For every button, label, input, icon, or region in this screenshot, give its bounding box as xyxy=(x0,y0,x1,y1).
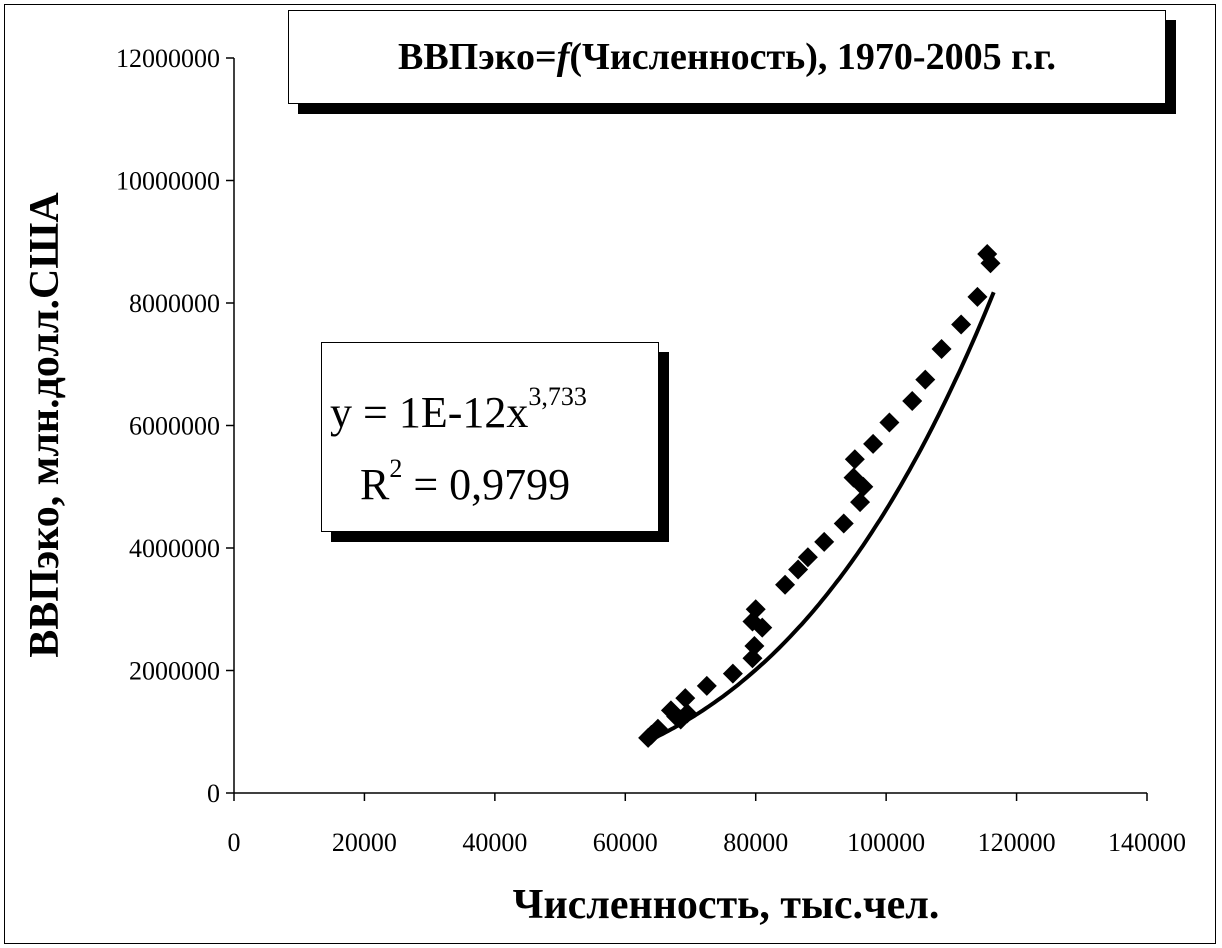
data-point xyxy=(775,574,796,595)
data-point xyxy=(722,663,743,684)
chart-title-box: ВВПэко=f(Численность), 1970-2005 г.г. xyxy=(288,10,1166,104)
data-point xyxy=(745,599,766,620)
data-point xyxy=(980,253,1001,274)
data-point xyxy=(833,513,854,534)
y-axis-title: ВВПэко, млн.долл.США xyxy=(22,192,68,658)
data-point xyxy=(696,675,717,696)
y-tick-label: 4000000 xyxy=(129,534,220,563)
data-point xyxy=(788,559,809,580)
data-point xyxy=(853,476,874,497)
y-tick-label: 10000000 xyxy=(116,167,220,196)
data-point xyxy=(797,547,818,568)
equation-box: y = 1E-12x3,733 R2 = 0,9799 xyxy=(321,342,659,532)
data-point xyxy=(675,688,696,709)
y-tick-label: 8000000 xyxy=(129,289,220,318)
data-point xyxy=(752,617,773,638)
data-point xyxy=(814,531,835,552)
x-tick-label: 120000 xyxy=(978,828,1056,857)
data-point xyxy=(879,412,900,433)
x-tick-label: 140000 xyxy=(1108,828,1186,857)
chart-frame xyxy=(4,4,1216,944)
x-tick-label: 0 xyxy=(228,828,241,857)
x-tick-label: 100000 xyxy=(847,828,925,857)
data-point xyxy=(677,703,698,724)
power-trendline xyxy=(644,291,996,745)
chart-title: ВВПэко=f(Численность), 1970-2005 г.г. xyxy=(397,36,1057,78)
data-points xyxy=(638,244,1001,748)
x-tick-label: 60000 xyxy=(593,828,658,857)
data-point xyxy=(744,636,765,656)
data-point xyxy=(850,492,871,513)
data-point xyxy=(951,314,972,335)
y-axis-ticks: 0 2000000 4000000 6000000 8000000 10000000 120… xyxy=(116,44,234,808)
data-point xyxy=(742,648,763,669)
data-point xyxy=(931,338,952,359)
y-tick-label: 6000000 xyxy=(129,412,220,441)
data-point xyxy=(967,286,988,307)
x-axis-title: Численность, тыс.чел. xyxy=(513,882,940,928)
x-axis-ticks: 0 20000 40000 60000 80000 100000 120000 140000 xyxy=(228,793,1186,857)
trendline-equation: y = 1E-12x3,733 xyxy=(330,382,587,437)
r-squared-label: R2 = 0,9799 xyxy=(360,454,571,509)
x-tick-label: 40000 xyxy=(462,828,527,857)
data-point xyxy=(647,718,668,739)
y-tick-label: 12000000 xyxy=(116,44,220,73)
data-point xyxy=(915,369,936,390)
data-point xyxy=(863,433,884,454)
y-tick-label: 0 xyxy=(207,779,220,808)
x-tick-label: 20000 xyxy=(332,828,397,857)
x-tick-label: 80000 xyxy=(723,828,788,857)
y-tick-label: 2000000 xyxy=(129,657,220,686)
data-point xyxy=(844,449,865,470)
data-point xyxy=(902,391,923,411)
